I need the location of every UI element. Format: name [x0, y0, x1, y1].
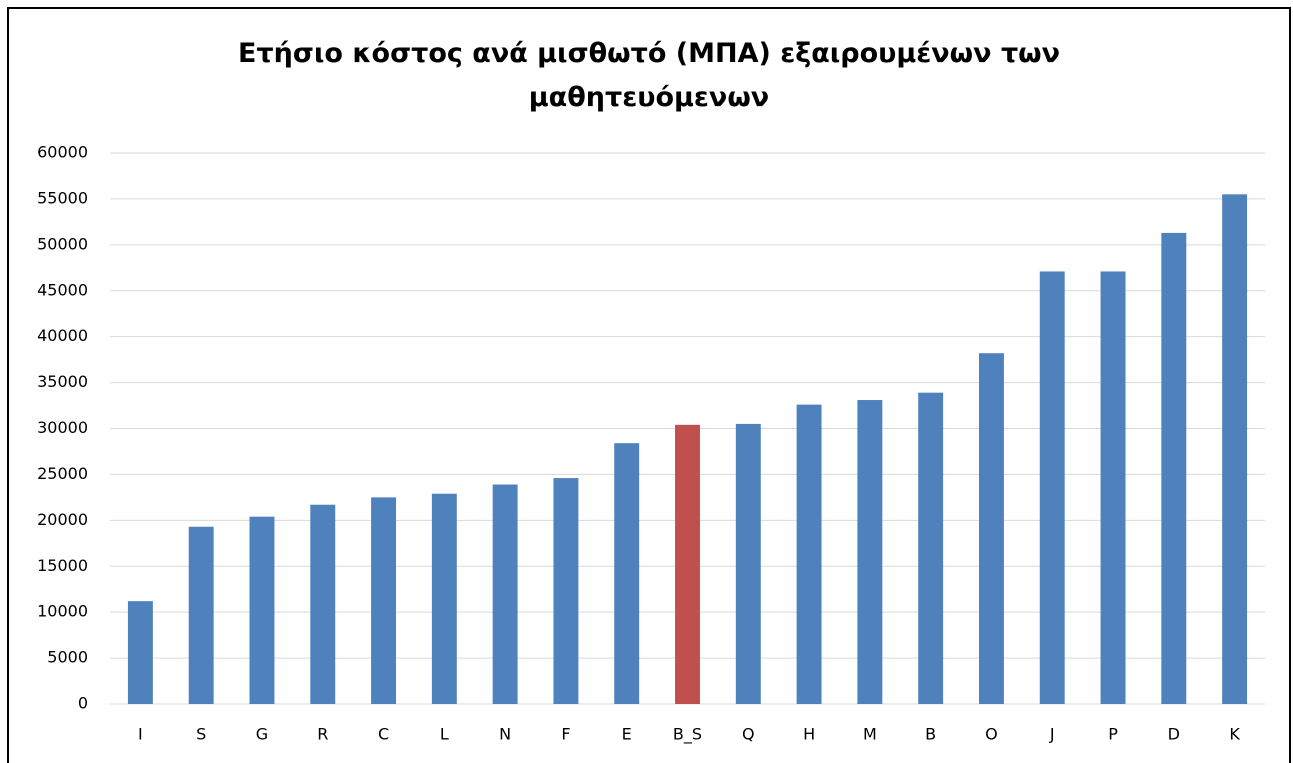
y-tick-label: 60000 — [37, 143, 88, 162]
bar — [796, 404, 822, 704]
bar — [1222, 194, 1248, 704]
x-tick-label: L — [440, 725, 449, 744]
bar — [553, 478, 579, 704]
x-tick-label: I — [138, 725, 143, 744]
bar — [431, 493, 457, 704]
y-tick-label: 45000 — [37, 280, 88, 299]
bar — [371, 497, 397, 704]
bar — [188, 526, 214, 704]
x-tick-label: H — [803, 725, 815, 744]
y-tick-label: 10000 — [37, 602, 88, 621]
x-tick-label: S — [196, 725, 206, 744]
x-tick-label: N — [499, 725, 511, 744]
y-tick-label: 5000 — [47, 648, 88, 667]
y-tick-label: 35000 — [37, 372, 88, 391]
x-tick-label: B — [925, 725, 936, 744]
x-tick-label: F — [561, 725, 570, 744]
x-tick-label: K — [1229, 725, 1240, 744]
chart-title: Ετήσιο κόστος ανά μισθωτό (ΜΠΑ) εξαιρουμ… — [237, 38, 1061, 113]
x-tick-label: P — [1108, 725, 1118, 744]
x-tick-label: Q — [742, 725, 755, 744]
bar — [1100, 271, 1126, 704]
bar — [857, 400, 883, 704]
bar — [310, 504, 336, 704]
bar — [1161, 232, 1187, 704]
bar — [127, 601, 153, 704]
x-tick-label: R — [317, 725, 328, 744]
x-tick-label: E — [622, 725, 632, 744]
y-tick-label: 15000 — [37, 556, 88, 575]
y-tick-label: 55000 — [37, 188, 88, 207]
x-tick-label: J — [1049, 725, 1055, 744]
y-tick-label: 50000 — [37, 234, 88, 253]
bar — [249, 516, 275, 704]
bar — [978, 353, 1004, 704]
y-tick-label: 25000 — [37, 464, 88, 483]
x-tick-label: C — [378, 725, 389, 744]
bar — [614, 443, 640, 704]
x-tick-label: B_S — [673, 725, 702, 745]
bar — [918, 392, 944, 704]
y-tick-label: 20000 — [37, 510, 88, 529]
y-tick-label: 0 — [78, 694, 88, 713]
x-tick-label: O — [985, 725, 998, 744]
bar — [735, 423, 761, 704]
bar — [675, 424, 700, 704]
x-tick-label: G — [256, 725, 268, 744]
chart-frame — [7, 7, 1291, 763]
x-tick-label: M — [863, 725, 877, 744]
bar — [492, 484, 518, 704]
bar — [1039, 271, 1065, 704]
y-tick-label: 30000 — [37, 418, 88, 437]
y-tick-label: 40000 — [37, 326, 88, 345]
x-tick-label: D — [1168, 725, 1180, 744]
